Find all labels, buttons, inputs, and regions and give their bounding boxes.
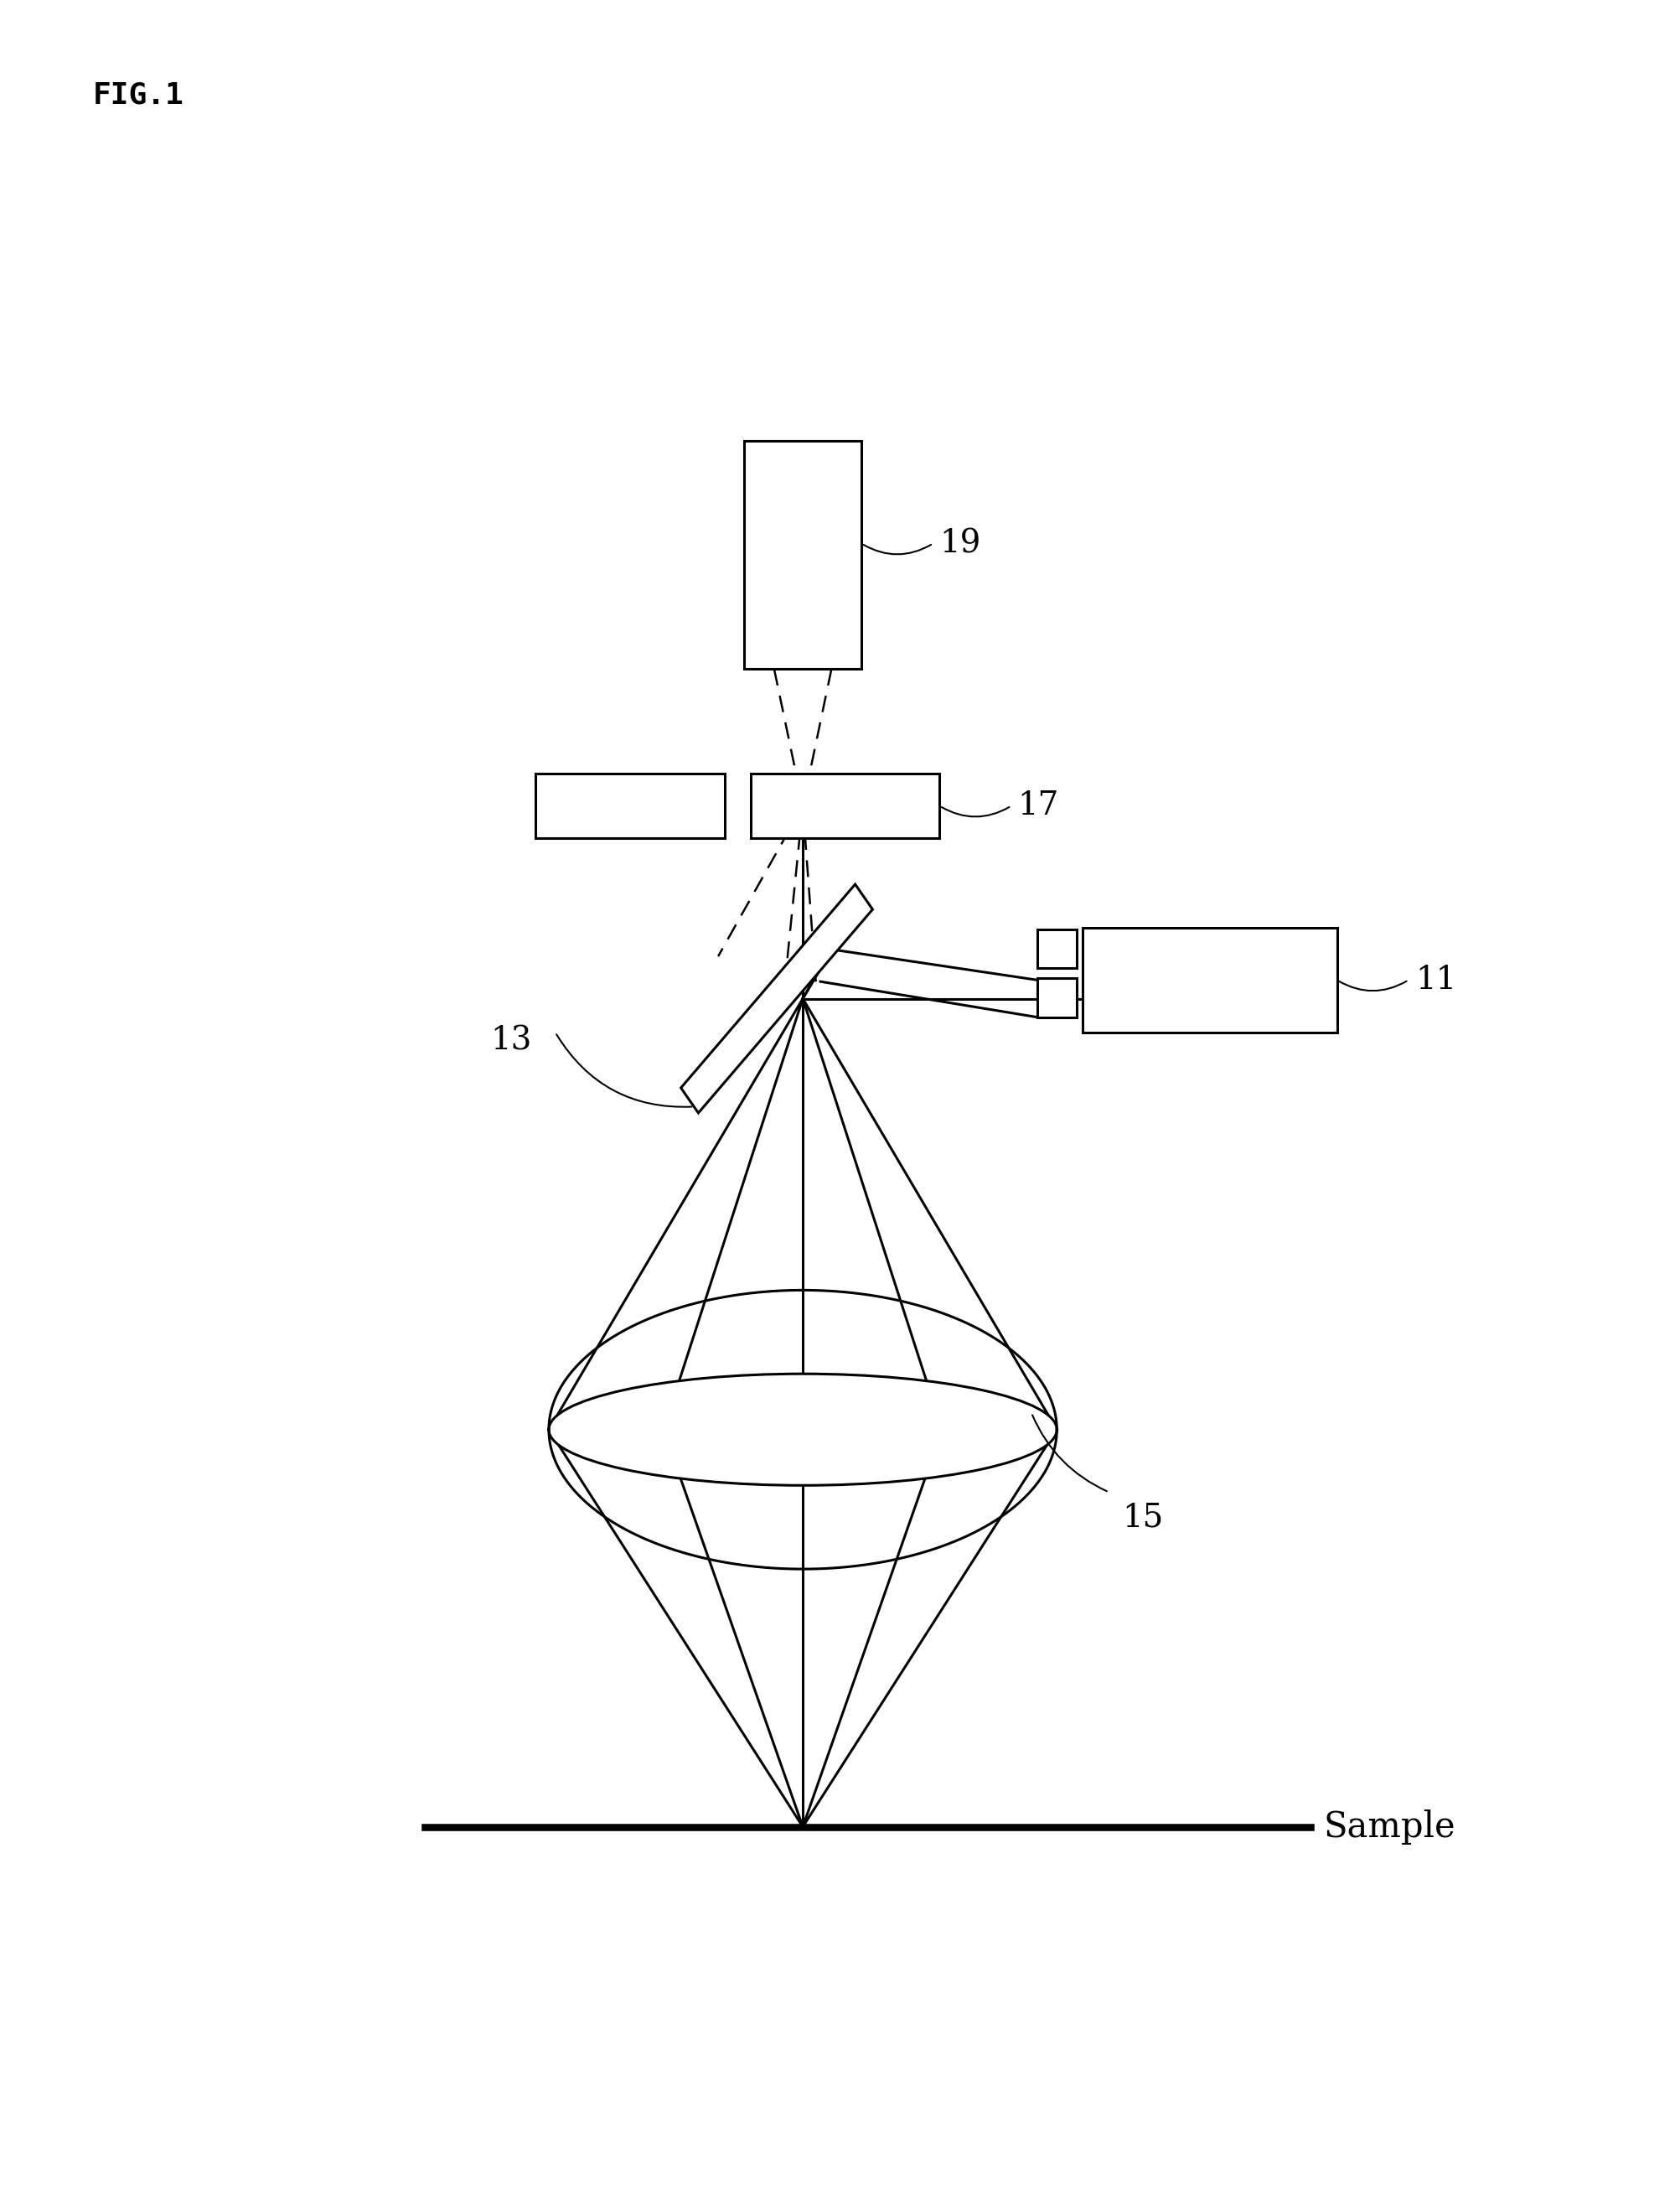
- Bar: [1037, 979, 1075, 1016]
- Text: Sample: Sample: [1324, 1809, 1455, 1844]
- Text: FIG.1: FIG.1: [92, 81, 183, 110]
- Polygon shape: [680, 885, 872, 1113]
- Bar: [1037, 928, 1075, 968]
- Bar: [751, 775, 939, 838]
- Text: 13: 13: [491, 1025, 531, 1056]
- Bar: [1082, 928, 1336, 1032]
- Text: 19: 19: [939, 529, 981, 560]
- Text: 15: 15: [1122, 1501, 1163, 1532]
- Bar: [536, 775, 724, 838]
- Bar: [744, 441, 862, 669]
- Text: 11: 11: [1415, 964, 1455, 997]
- Ellipse shape: [548, 1374, 1057, 1486]
- Text: 17: 17: [1016, 790, 1058, 821]
